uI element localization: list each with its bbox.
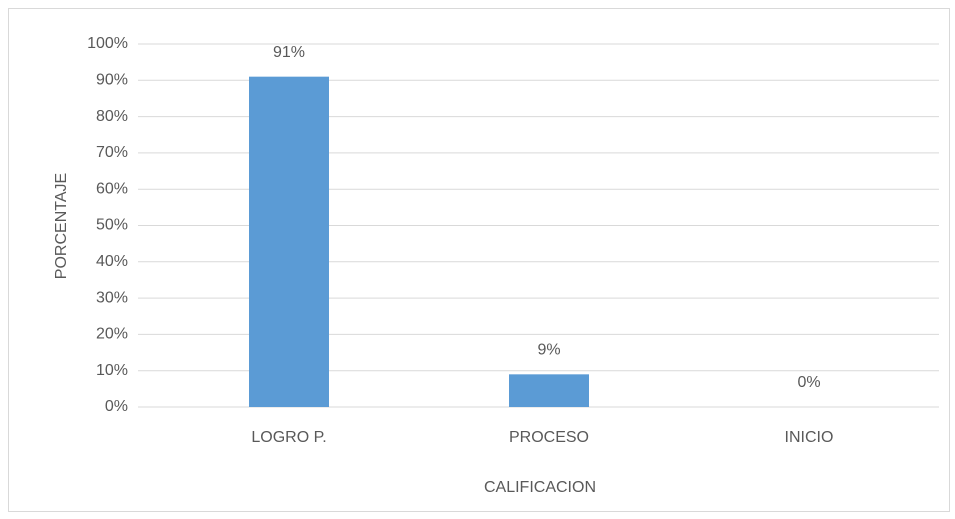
y-tick-label: 20% xyxy=(96,326,128,343)
x-axis-label: CALIFICACION xyxy=(484,479,596,496)
y-tick-label: 50% xyxy=(96,217,128,234)
value-label: 91% xyxy=(273,44,305,61)
x-tick-label: INICIO xyxy=(785,429,834,446)
y-tick-label: 0% xyxy=(105,398,128,415)
y-tick-label: 10% xyxy=(96,362,128,379)
y-tick-label: 60% xyxy=(96,180,128,197)
value-label: 0% xyxy=(797,374,820,391)
y-tick-label: 70% xyxy=(96,144,128,161)
x-tick-label: LOGRO P. xyxy=(251,429,326,446)
chart-border xyxy=(8,8,950,512)
bar xyxy=(249,76,329,408)
value-label: 9% xyxy=(537,342,560,359)
y-tick-label: 100% xyxy=(87,35,128,52)
y-tick-label: 40% xyxy=(96,253,128,270)
x-tick-label: PROCESO xyxy=(509,429,589,446)
y-tick-label: 90% xyxy=(96,72,128,89)
y-axis-label: PORCENTAJE xyxy=(53,173,70,279)
y-tick-label: 80% xyxy=(96,108,128,125)
y-tick-label: 30% xyxy=(96,289,128,306)
bar xyxy=(509,374,589,407)
